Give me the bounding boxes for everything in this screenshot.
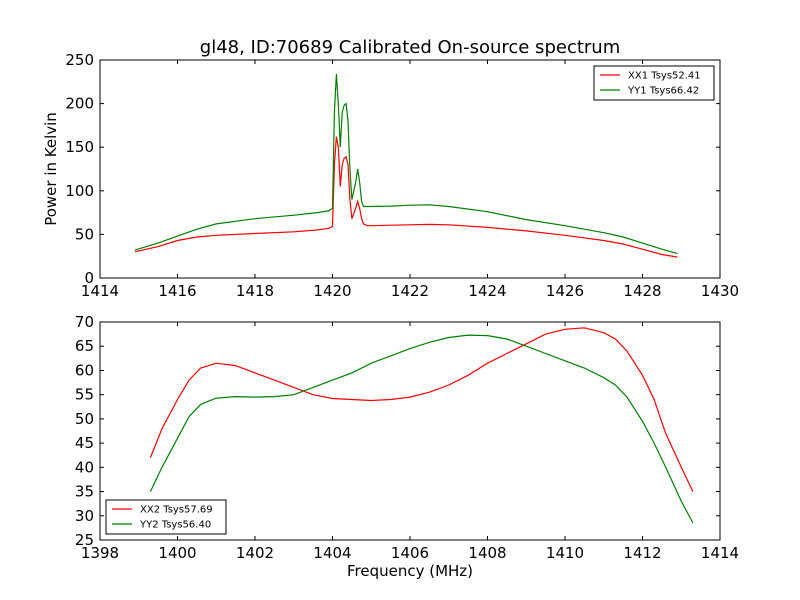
x-tick-label: 1414 bbox=[81, 282, 119, 300]
y-tick-label: 55 bbox=[75, 386, 94, 404]
x-tick-label: 1404 bbox=[313, 544, 351, 562]
y-tick-label: 70 bbox=[75, 313, 94, 331]
x-tick-label: 1414 bbox=[701, 544, 739, 562]
bottom-panel: 1398 1400 1402 1404 1406 1408 1410 1412 1414 25 30… bbox=[75, 313, 739, 580]
y-tick-label: 50 bbox=[75, 225, 94, 243]
y-tick-label: 50 bbox=[75, 410, 94, 428]
x-axis-label: Frequency (MHz) bbox=[347, 562, 473, 580]
y-tick-label: 35 bbox=[75, 483, 94, 501]
legend-box bbox=[593, 65, 715, 101]
legend-label: XX2 Tsys57.69 bbox=[140, 505, 213, 516]
y-tick-label: 0 bbox=[84, 269, 94, 287]
y-tick-label: 200 bbox=[65, 95, 94, 113]
legend-box bbox=[105, 499, 227, 535]
series-line-2-1 bbox=[149, 327, 694, 492]
y-tick-label: 150 bbox=[65, 138, 94, 156]
y-axis-label: Power in Kelvin bbox=[42, 112, 60, 226]
series-line-1-1 bbox=[134, 136, 678, 258]
legend-label: XX1 Tsys52.41 bbox=[628, 71, 701, 82]
chart-title: gl48, ID:70689 Calibrated On-source spec… bbox=[200, 37, 620, 58]
y-tick-label: 40 bbox=[75, 458, 94, 476]
x-tick-label: 1412 bbox=[623, 544, 661, 562]
series-line-2-2 bbox=[149, 334, 694, 524]
x-tick-label: 1406 bbox=[391, 544, 429, 562]
legend-label: YY2 Tsys56.40 bbox=[139, 520, 211, 531]
x-tick-label: 1420 bbox=[313, 282, 351, 300]
top-panel: 1414 1416 1418 1420 1422 1424 1426 1428 1430 0 50 1… bbox=[42, 51, 739, 300]
x-tick-label: 1410 bbox=[546, 544, 584, 562]
x-tick-label: 1430 bbox=[701, 282, 739, 300]
x-tick-label: 1426 bbox=[546, 282, 584, 300]
y-tick-label: 30 bbox=[75, 507, 94, 525]
y-tick-label: 250 bbox=[65, 51, 94, 69]
series-line-1-2 bbox=[134, 73, 678, 255]
x-tick-label: 1428 bbox=[623, 282, 661, 300]
x-tick-label: 1424 bbox=[468, 282, 506, 300]
y-tick-label: 60 bbox=[75, 361, 94, 379]
x-tick-label: 1398 bbox=[81, 544, 119, 562]
x-tick-label: 1408 bbox=[468, 544, 506, 562]
x-tick-label: 1402 bbox=[236, 544, 274, 562]
y-tick-label: 65 bbox=[75, 337, 94, 355]
x-tick-label: 1416 bbox=[158, 282, 196, 300]
legend-label: YY1 Tsys66.42 bbox=[627, 86, 699, 97]
y-tick-label: 25 bbox=[75, 531, 94, 549]
x-tick-label: 1418 bbox=[236, 282, 274, 300]
x-tick-label: 1400 bbox=[158, 544, 196, 562]
x-tick-label: 1422 bbox=[391, 282, 429, 300]
y-tick-label: 45 bbox=[75, 434, 94, 452]
y-tick-label: 100 bbox=[65, 182, 94, 200]
